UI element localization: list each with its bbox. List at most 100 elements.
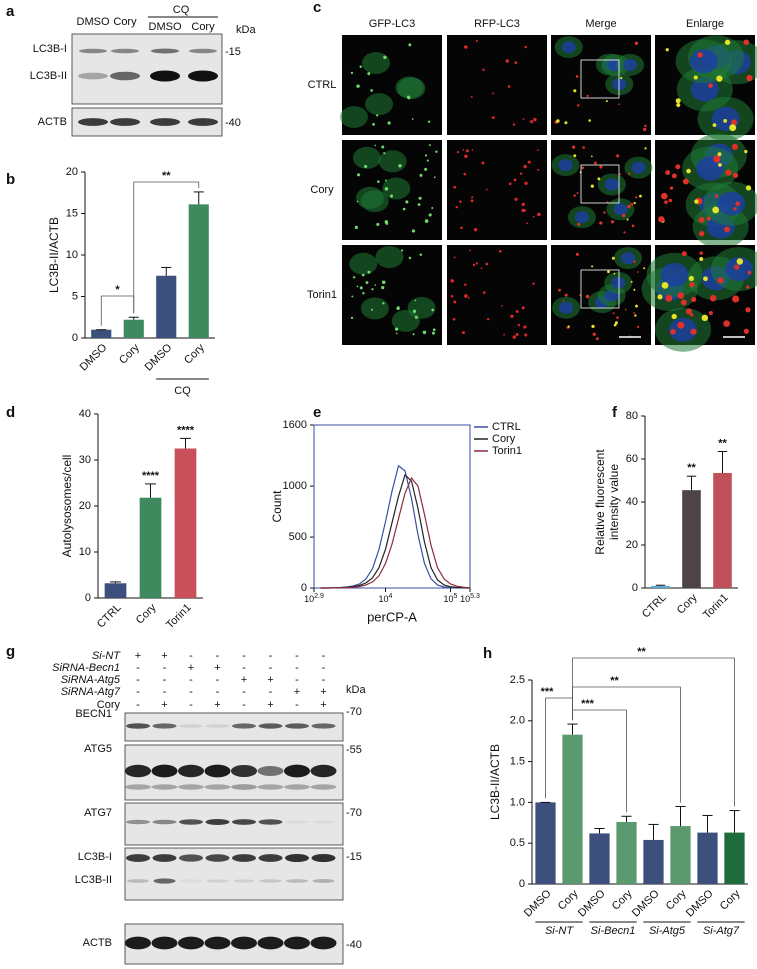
- puncta: [582, 146, 585, 149]
- puncta: [612, 312, 615, 315]
- puncta: [481, 161, 485, 165]
- condition-sign: -: [295, 699, 299, 711]
- x-tick-label: Cory: [117, 341, 142, 366]
- blot-band: [231, 764, 257, 778]
- micrograph-bg: [447, 140, 547, 240]
- puncta: [475, 39, 478, 42]
- puncta: [521, 202, 525, 206]
- blot-band: [178, 784, 204, 790]
- puncta: [453, 256, 456, 259]
- puncta: [523, 325, 527, 329]
- puncta: [571, 145, 576, 149]
- significance: ***: [581, 698, 595, 710]
- y-axis-label: LC3B-II/ACTB: [47, 217, 61, 293]
- puncta: [701, 314, 709, 322]
- condition-sign: -: [242, 662, 246, 674]
- condition-label: SiRNA-Atg5: [61, 674, 121, 686]
- puncta: [573, 89, 577, 93]
- kda-marker: -70: [346, 807, 362, 819]
- bar: [156, 275, 177, 338]
- y-tick-label: 0.5: [510, 837, 525, 849]
- blot-row-label: BECN1: [75, 708, 112, 720]
- x-tick-label: 104: [379, 593, 393, 605]
- puncta: [485, 262, 489, 266]
- micrograph: [447, 35, 547, 135]
- puncta: [675, 164, 681, 170]
- puncta: [519, 172, 523, 175]
- group-label: Si-Atg5: [649, 925, 686, 937]
- bar: [104, 583, 127, 598]
- y-tick-label: 80: [626, 410, 638, 422]
- zoom-box: [580, 269, 620, 309]
- puncta: [412, 333, 415, 336]
- kda-label: kDa: [346, 684, 366, 696]
- cell: [349, 252, 378, 275]
- puncta: [482, 291, 486, 294]
- puncta: [455, 205, 458, 209]
- lane-label: DMSO: [77, 16, 110, 28]
- puncta: [634, 41, 639, 45]
- condition-sign: +: [294, 686, 300, 698]
- nucleus: [724, 257, 753, 282]
- puncta: [597, 177, 601, 181]
- x-tick-label: DMSO: [684, 887, 716, 919]
- condition-label: Si-NT: [92, 650, 121, 662]
- panel-letter: e: [313, 404, 321, 421]
- condition-sign: -: [163, 686, 167, 698]
- bar: [174, 448, 197, 598]
- puncta: [627, 204, 631, 209]
- blot-band: [151, 48, 179, 54]
- y-tick-label: 60: [626, 453, 638, 465]
- condition-sign: -: [136, 699, 140, 711]
- puncta: [690, 328, 697, 335]
- significance: **: [718, 437, 727, 449]
- puncta: [359, 65, 362, 69]
- puncta: [732, 172, 739, 178]
- blot-band: [258, 723, 283, 729]
- puncta: [507, 85, 511, 88]
- puncta: [381, 280, 386, 285]
- puncta: [521, 306, 525, 310]
- puncta: [376, 222, 380, 226]
- puncta: [671, 313, 677, 320]
- puncta: [731, 119, 738, 126]
- puncta: [633, 288, 636, 291]
- puncta: [390, 194, 394, 198]
- puncta: [595, 337, 599, 341]
- x-tick-label: DMSO: [576, 887, 608, 919]
- significance-bracket: [133, 181, 200, 314]
- blot-band: [188, 118, 218, 126]
- puncta: [370, 89, 373, 92]
- panel-letter: g: [6, 643, 15, 660]
- puncta: [713, 155, 721, 163]
- blot-band: [152, 723, 177, 729]
- puncta: [532, 282, 535, 285]
- blot-band: [284, 764, 310, 778]
- puncta: [498, 249, 502, 253]
- puncta: [356, 84, 360, 88]
- puncta: [492, 92, 495, 95]
- blot-band: [205, 819, 230, 825]
- puncta: [431, 207, 434, 209]
- puncta: [623, 231, 626, 234]
- blot-band: [258, 854, 283, 862]
- blot-band: [258, 819, 283, 825]
- blot-band: [180, 879, 202, 883]
- blot-band: [126, 819, 150, 825]
- y-tick-label: 2.0: [510, 715, 525, 727]
- puncta: [636, 325, 640, 329]
- blot-band: [310, 936, 337, 950]
- y-axis-label: Autolysosomes/cell: [60, 455, 74, 558]
- puncta: [697, 52, 703, 58]
- significance: ****: [177, 424, 195, 436]
- condition-sign: -: [269, 662, 273, 674]
- puncta: [616, 316, 619, 319]
- puncta: [471, 149, 474, 151]
- puncta: [633, 312, 636, 315]
- micrograph: [340, 35, 442, 135]
- blot-panel: [71, 33, 223, 105]
- puncta: [573, 154, 577, 158]
- blot-band: [259, 879, 282, 883]
- puncta: [376, 114, 379, 117]
- x-tick-label: Cory: [718, 887, 743, 912]
